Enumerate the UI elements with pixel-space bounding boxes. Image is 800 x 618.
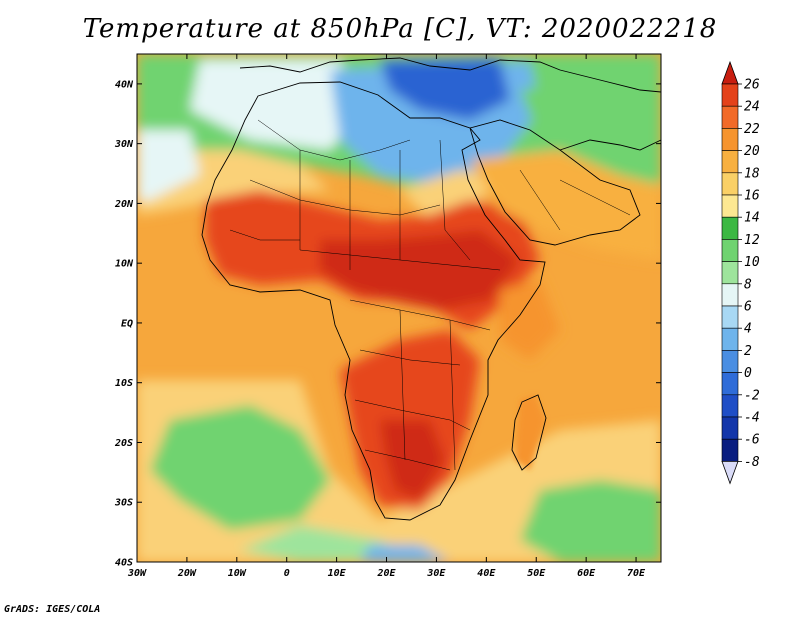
madagascar-coastline <box>511 394 547 471</box>
colorbar-label: -4 <box>744 411 760 426</box>
y-tick-label: 20S <box>114 438 133 449</box>
colorbar-label: 2 <box>744 344 752 359</box>
map-title: Temperature at 850hPa [C], VT: 202002221… <box>82 14 718 44</box>
field-east-highlands <box>500 280 560 360</box>
colorbar-segment <box>721 438 739 462</box>
colorbar-segment <box>721 283 739 307</box>
field-atlantic-pale <box>137 130 200 200</box>
colorbar-segment <box>721 305 739 329</box>
colorbar-segment <box>721 350 739 373</box>
colorbar-segment <box>721 83 739 107</box>
temperature-field <box>137 54 661 562</box>
field-arabia-warm <box>470 150 661 260</box>
colorbar-segment <box>721 216 739 240</box>
colorbar-label: 22 <box>744 122 760 137</box>
colorbar-label: 18 <box>744 166 760 181</box>
colorbar-label: 12 <box>744 233 760 248</box>
colorbar-label: 4 <box>744 322 752 337</box>
colorbar-label: 0 <box>744 366 752 381</box>
colorbar-label: 26 <box>744 78 760 93</box>
x-tick-label: 70E <box>627 568 646 579</box>
colorbar-segment <box>721 416 739 440</box>
colorbar-label: 10 <box>744 255 760 270</box>
grads-credit: GrADS: IGES/COLA <box>4 604 101 615</box>
x-tick-label: 10E <box>328 568 347 579</box>
colorbar-label: -6 <box>744 433 760 448</box>
x-tick-label: 0 <box>284 568 290 579</box>
colorbar-label: 24 <box>744 100 760 115</box>
field-very-hot-south <box>380 420 445 500</box>
field-very-hot-core <box>320 230 520 310</box>
y-tick-label: 10S <box>115 378 133 389</box>
field-south-cold <box>360 545 450 562</box>
y-tick-label: 10N <box>115 259 134 270</box>
colorbar-segment <box>721 194 739 218</box>
colorbar-segment <box>721 261 739 285</box>
colorbar-label: 6 <box>744 300 752 315</box>
field-madagascar <box>515 395 545 470</box>
europe-coastline <box>239 57 661 93</box>
colorbar-label: 16 <box>744 189 760 204</box>
colorbar-segment <box>721 372 739 396</box>
x-tick-label: 40E <box>477 568 496 579</box>
colorbar-segment <box>721 105 739 129</box>
colorbar-segment <box>721 128 739 151</box>
y-tick-label: 40S <box>115 558 133 569</box>
africa-coastline <box>201 81 546 521</box>
colorbar-segment <box>721 150 739 174</box>
x-tick-label: 20W <box>177 568 197 579</box>
red-sea-gulf <box>559 139 661 151</box>
colorbar-label: 20 <box>744 144 760 159</box>
y-axis: 40N 30N 20N 10N EQ 10S 20S 30S 40S <box>114 79 661 569</box>
coastlines <box>201 57 661 521</box>
colorbar-segment <box>721 327 739 351</box>
y-tick-label: 20N <box>114 199 134 210</box>
arabia-coastline <box>469 119 641 246</box>
x-tick-label: 30E <box>426 568 446 579</box>
country-borders <box>229 119 631 471</box>
x-tick-label: 50E <box>527 568 546 579</box>
plot-frame <box>136 53 662 563</box>
colorbar-segment <box>721 172 739 196</box>
y-tick-label: 30S <box>114 498 133 509</box>
colorbar-label: -8 <box>744 455 760 470</box>
field-arabia-green <box>520 80 661 150</box>
colorbar-top-arrow <box>721 60 739 85</box>
y-tick-label: 30N <box>114 139 134 150</box>
field-north-cold <box>380 58 510 120</box>
colorbar-label: 8 <box>744 277 752 292</box>
x-axis: 30W 20W 10W 0 10E 20E 30E 40E 50E 60E 70E <box>127 54 646 579</box>
x-tick-label: 60E <box>577 568 596 579</box>
colorbar-bottom-arrow <box>721 460 739 485</box>
colorbar-label: 14 <box>744 211 760 226</box>
x-tick-label: 10W <box>228 568 247 579</box>
colorbar-segment <box>721 239 739 262</box>
colorbar-segment <box>721 394 739 418</box>
x-tick-label: 20E <box>376 568 396 579</box>
colorbar-label: -2 <box>744 388 760 403</box>
x-tick-label: 30W <box>127 568 147 579</box>
y-tick-label: 40N <box>115 79 134 90</box>
field-south-cool-west <box>150 405 330 530</box>
field-south-cool-east <box>520 480 661 562</box>
y-tick-label: EQ <box>121 318 133 329</box>
